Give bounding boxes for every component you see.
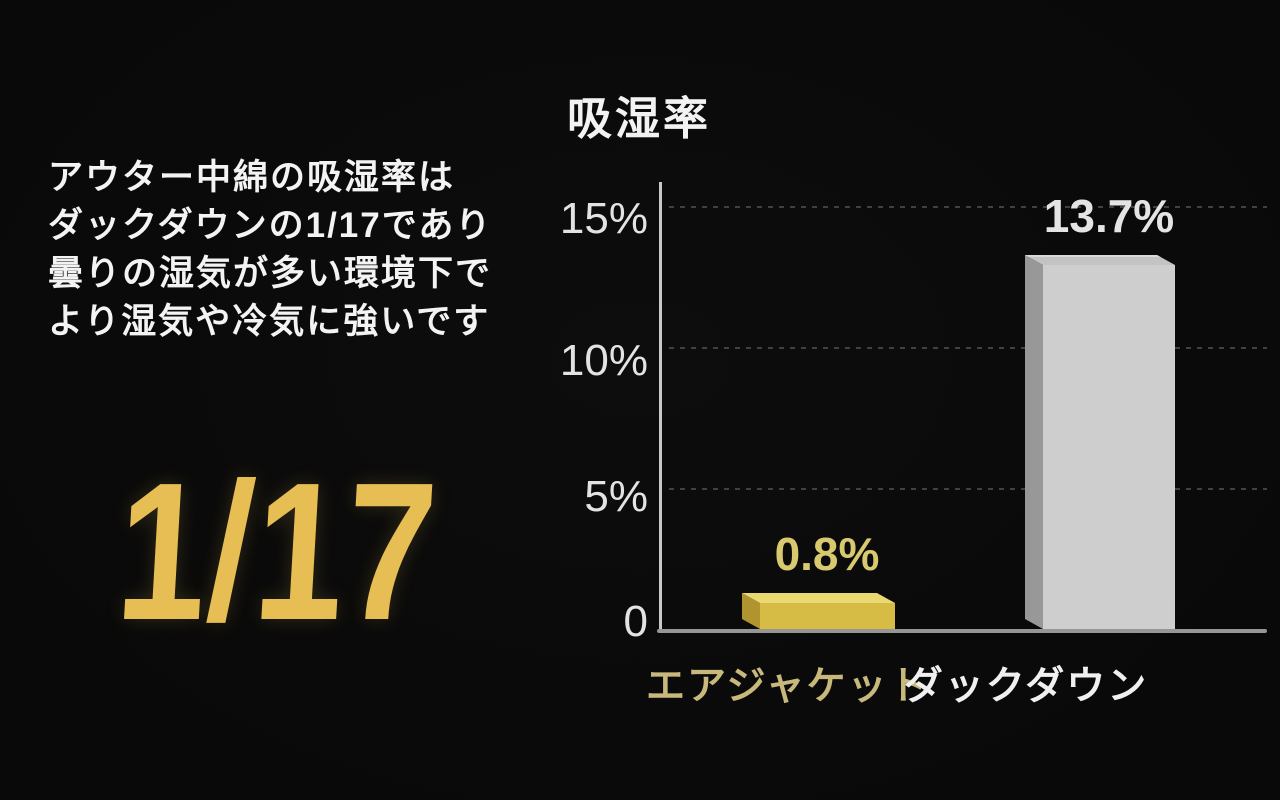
y-axis-tick-0: 0 <box>623 597 648 646</box>
description-line: 曇りの湿気が多い環境下で <box>48 254 493 293</box>
description-line: より湿気や冷気に強いです <box>48 302 491 341</box>
bar-top-face <box>1025 255 1175 265</box>
y-axis-tick-10: 10% <box>559 336 648 385</box>
bar-duck-down <box>1043 265 1175 629</box>
description-line: ダックダウンの1/17であり <box>48 206 493 245</box>
category-label-duck-down: ダックダウン <box>903 665 1149 708</box>
value-label-duck-down: 13.7% <box>1043 190 1175 242</box>
bar-side-face <box>742 593 760 629</box>
highlight-ratio-value: 1/17 <box>111 442 444 661</box>
gridline-5 <box>669 488 1267 490</box>
category-label-air-jacket: エアジャケット <box>646 665 930 708</box>
bar-front-face <box>760 603 895 629</box>
bar-top-face <box>742 593 895 603</box>
x-axis-baseline <box>657 629 1267 633</box>
description-line: アウター中綿の吸湿率は <box>48 158 456 197</box>
bar-front-face <box>1043 265 1175 629</box>
bar-side-face <box>1025 255 1043 629</box>
gridline-15 <box>669 206 1267 208</box>
value-label-air-jacket: 0.8% <box>774 528 880 580</box>
description-text: アウター中綿の吸湿率は ダックダウンの1/17であり 曇りの湿気が多い環境下で … <box>48 154 568 346</box>
gridline-10 <box>669 347 1267 349</box>
bar-air-jacket <box>760 603 895 629</box>
y-axis-tick-15: 15% <box>559 194 648 243</box>
plot-area: 0.8% 13.7% <box>659 182 1267 629</box>
chart-title: 吸湿率 <box>567 93 712 144</box>
y-axis-tick-5: 5% <box>584 472 648 521</box>
y-axis-line <box>659 182 662 632</box>
